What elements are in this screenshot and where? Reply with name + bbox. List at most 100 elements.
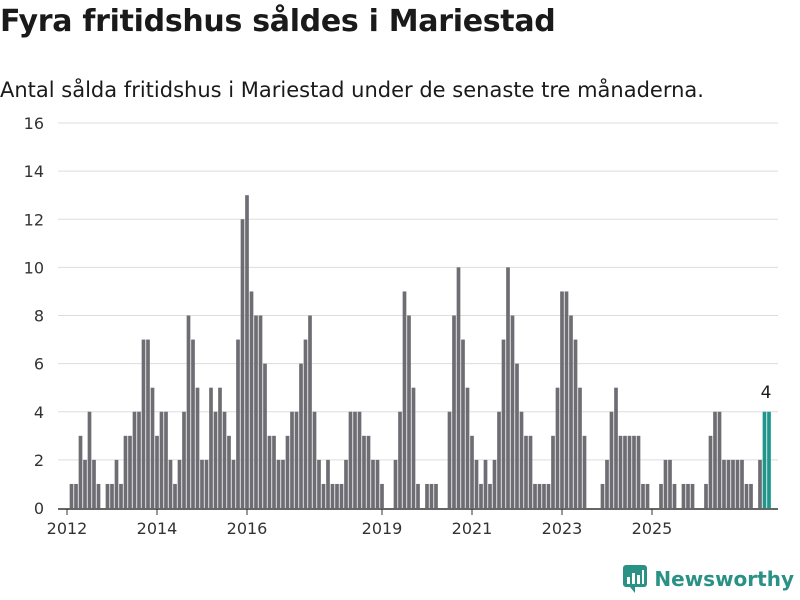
bar <box>317 459 321 508</box>
bar <box>555 387 560 508</box>
y-tick-label: 6 <box>34 355 44 374</box>
bar <box>195 387 200 508</box>
bar <box>362 435 366 508</box>
bar <box>335 483 339 508</box>
bar-highlight <box>767 411 771 508</box>
bar <box>519 411 524 508</box>
x-axis: 2012 2014 2016 2019 2021 2023 2025 <box>47 508 778 538</box>
bar <box>123 435 128 508</box>
chart-subtitle: Antal sålda fritidshus i Mariestad under… <box>0 78 704 102</box>
bar <box>717 411 722 508</box>
y-tick-label: 2 <box>34 451 44 470</box>
bar <box>96 483 101 508</box>
bar <box>528 435 533 508</box>
bar <box>560 291 564 508</box>
bar <box>668 459 672 508</box>
bar <box>690 483 695 508</box>
bar <box>240 219 245 508</box>
bar <box>357 411 362 508</box>
bar <box>159 411 164 508</box>
bar <box>663 459 668 508</box>
bar <box>87 411 92 508</box>
bar <box>150 387 155 508</box>
bar <box>524 435 528 508</box>
bar <box>209 387 213 508</box>
bar <box>308 315 312 508</box>
bar <box>69 483 74 508</box>
bar <box>758 459 762 508</box>
bar <box>686 483 690 508</box>
bar <box>110 483 114 508</box>
bar <box>636 435 641 508</box>
bar <box>371 459 375 508</box>
bar <box>321 483 326 508</box>
bar <box>618 435 623 508</box>
bar <box>569 315 573 508</box>
bar <box>537 483 542 508</box>
bar <box>92 459 96 508</box>
bar <box>510 315 515 508</box>
brand-name: Newsworthy <box>654 567 794 591</box>
y-axis-ticks: 0 2 4 6 8 10 12 14 16 <box>24 114 44 518</box>
bar <box>114 459 119 508</box>
bar <box>263 363 267 508</box>
bar <box>182 411 186 508</box>
newsworthy-logo-icon <box>623 565 648 593</box>
bar <box>582 435 587 508</box>
bar <box>281 459 285 508</box>
bar <box>366 435 371 508</box>
bar <box>600 483 605 508</box>
bar <box>492 459 497 508</box>
bar <box>452 315 456 508</box>
bar <box>330 483 335 508</box>
bar <box>272 435 276 508</box>
bar <box>231 459 236 508</box>
bar <box>380 483 384 508</box>
bar <box>708 435 713 508</box>
bar <box>393 459 398 508</box>
bar <box>353 411 357 508</box>
bar <box>627 435 632 508</box>
bar <box>704 483 708 508</box>
bar <box>749 483 753 508</box>
y-tick-label: 14 <box>24 162 44 181</box>
bar <box>218 387 222 508</box>
bar <box>551 435 555 508</box>
bar <box>501 339 506 508</box>
bar <box>204 459 209 508</box>
y-tick-label: 8 <box>34 307 44 326</box>
y-tick-label: 16 <box>24 114 44 133</box>
bar <box>236 339 240 508</box>
bar <box>623 435 627 508</box>
x-tick-label: 2021 <box>452 519 493 538</box>
bar <box>614 387 618 508</box>
bar <box>285 435 290 508</box>
chart-title: Fyra fritidshus såldes i Mariestad <box>0 4 556 39</box>
bar <box>735 459 740 508</box>
annotations: 4 <box>761 383 772 403</box>
bar <box>731 459 735 508</box>
bar <box>497 411 501 508</box>
bar <box>200 459 204 508</box>
bar <box>515 363 519 508</box>
bar <box>483 459 488 508</box>
bar <box>533 483 537 508</box>
bar <box>276 459 281 508</box>
brand-logo: Newsworthy <box>622 564 794 594</box>
bar <box>173 483 177 508</box>
bar <box>186 315 191 508</box>
bar <box>164 411 168 508</box>
bar <box>672 483 677 508</box>
bar <box>645 483 650 508</box>
highlight-value-label: 4 <box>761 383 772 403</box>
bar <box>258 315 263 508</box>
bar <box>726 459 731 508</box>
bar <box>546 483 551 508</box>
bar <box>573 339 578 508</box>
bar <box>474 459 479 508</box>
bar <box>411 387 416 508</box>
bar <box>722 459 726 508</box>
bar <box>177 459 182 508</box>
bar <box>245 195 249 508</box>
